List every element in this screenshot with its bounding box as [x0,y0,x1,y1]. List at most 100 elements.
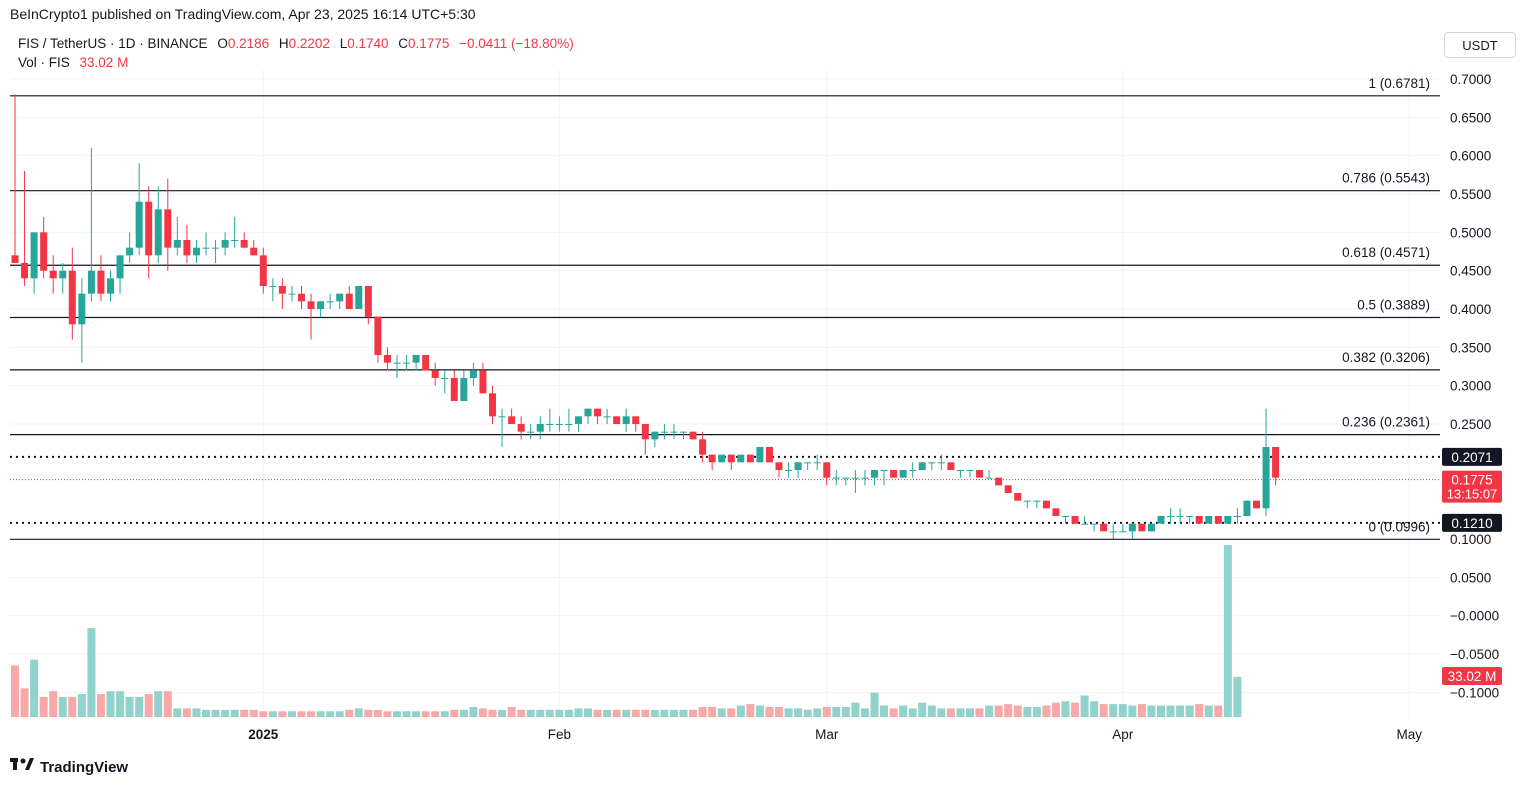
candle-body [976,470,984,478]
candle-body [555,424,563,425]
candle-body [1033,500,1041,502]
volume-bar [1128,705,1137,717]
candle-body [670,431,678,433]
volume-bar [173,708,182,717]
volume-bar [498,709,507,717]
volume-bar [660,709,669,717]
candle-body [1109,531,1117,533]
currency-button[interactable]: USDT [1444,32,1516,58]
candle-body [1176,516,1184,517]
candle-body [403,362,411,364]
y-tick-label: 0.3000 [1450,379,1491,394]
volume-bar [966,708,974,717]
volume-bar [908,708,917,717]
candle-body [126,247,134,256]
candle-body [794,462,802,470]
candle-body [59,270,67,279]
volume-bar [326,711,335,717]
volume-bar [1185,705,1194,717]
candle-body [1014,493,1022,501]
y-tick-label: 0.4000 [1450,302,1491,317]
volume-label[interactable]: Vol · FIS [18,55,70,70]
candle-body [1100,523,1108,532]
volume-bar [230,709,239,717]
volume-bar [116,691,125,717]
volume-bar [77,694,86,717]
price-badge [1442,513,1502,532]
fib-level-label: 1 (0.6781) [1368,76,1430,91]
candle-body [718,454,726,463]
candle-body [574,416,582,424]
candle-body [30,232,38,279]
candle-body [489,393,496,417]
candle-body [1224,516,1232,524]
volume-bar [412,711,421,717]
fib-level-label: 0.618 (0.4571) [1342,245,1430,260]
symbol-legend: FIS / TetherUS · 1D · BINANCE O0.2186 H0… [18,36,574,51]
volume-bar [946,708,955,717]
volume-bar [1176,705,1185,717]
volume-bar [507,706,516,717]
candle-body [364,286,372,317]
volume-bar [163,691,172,717]
candle-body [393,362,401,364]
candle-body [145,201,153,256]
volume-badge [1442,667,1502,685]
fib-level-label: 0.5 (0.3889) [1357,298,1430,313]
volume-bar [345,709,354,717]
y-tick-label: 0.5500 [1450,187,1491,202]
volume-bar [899,705,908,717]
symbol-name[interactable]: FIS / TetherUS · 1D · BINANCE [18,36,208,51]
volume-bar [20,688,29,717]
volume-bar [1118,704,1127,717]
volume-bar [1013,705,1022,717]
volume-bar [574,708,583,717]
candle-body [947,462,955,470]
candle-body [231,240,239,241]
candle-body [135,201,143,248]
volume-bar [1061,701,1070,717]
y-tick-label: 0.3500 [1450,340,1491,355]
volume-bar [393,711,401,717]
candle-body [699,439,707,455]
candle-body [1214,516,1222,524]
candle-body [956,470,964,471]
volume-bar [307,711,316,717]
candle-body [1205,516,1213,524]
volume-bar [364,709,373,717]
volume-bar [383,711,392,717]
candle-body [107,278,114,294]
y-tick-label: 0.0500 [1450,570,1491,585]
volume-bar [96,694,105,717]
candle-body [603,416,611,418]
candle-body [594,408,602,417]
candle-body [1253,500,1260,509]
high-label: H [278,36,289,51]
candle-body [336,293,344,302]
candle-body [1262,447,1270,509]
volume-bar [135,696,144,717]
candle-body [202,247,210,249]
y-tick-label: 0.5000 [1450,225,1491,240]
volume-bar [526,709,535,717]
x-tick-label: 2025 [248,727,279,742]
volume-bar [994,705,1003,717]
volume-bar [202,709,210,717]
last-price-badge [1442,470,1502,503]
volume-bar [1071,702,1080,717]
volume-bar [593,709,602,717]
candle-body [880,470,888,471]
volume-bar [58,696,67,717]
volume-bar [1032,706,1041,717]
volume-bar [488,709,497,717]
candle-body [431,370,439,378]
volume-bar [297,711,306,717]
volume-bar [851,702,860,717]
candle-body [546,424,554,425]
volume-bar [803,709,812,717]
candle-body [87,270,95,294]
volume-bar [517,709,526,717]
candle-body [804,462,812,464]
y-tick-label: 0.6500 [1450,110,1491,125]
